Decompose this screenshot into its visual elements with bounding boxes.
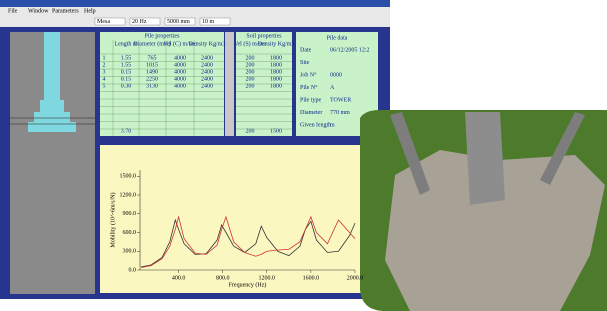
pile-section — [40, 100, 64, 112]
label: 3130 — [146, 83, 158, 89]
label: 4000 — [174, 55, 186, 61]
label: 200 — [246, 55, 255, 61]
label: 600.0 — [123, 230, 137, 236]
label: m — [330, 122, 335, 128]
label: 2400 — [201, 83, 213, 89]
label: 200 — [246, 83, 255, 89]
label: 0.15 — [121, 69, 132, 75]
label: 1800 — [270, 55, 282, 61]
label: 1500 — [270, 128, 282, 134]
label: 770 mm — [330, 110, 350, 116]
label: 400.0 — [172, 275, 186, 281]
label: Pile N° — [300, 84, 318, 91]
label: Pile data — [327, 35, 348, 41]
label: Given length — [300, 122, 331, 128]
label: File — [8, 8, 18, 14]
title-bar — [0, 0, 390, 7]
label: Diameter — [300, 110, 322, 116]
label: Frequency (Hz) — [229, 281, 267, 288]
photo-steel — [465, 112, 505, 205]
label: Mesa — [97, 19, 110, 25]
label: 1015 — [146, 62, 158, 68]
label: Density Kg/m3 — [258, 41, 295, 47]
label: Pile type — [300, 97, 322, 103]
pile-section — [34, 112, 70, 122]
label: 200 — [246, 128, 255, 134]
label: 300.0 — [123, 249, 137, 255]
pile-base — [28, 122, 76, 132]
label: 0.0 — [129, 267, 137, 273]
label: 4000 — [174, 76, 186, 82]
label: TOWER — [330, 97, 351, 103]
label: Site — [300, 60, 310, 66]
label: 1490 — [146, 69, 158, 75]
label: 1.55 — [121, 62, 132, 68]
label: 4 — [103, 76, 106, 82]
label: 200 — [246, 62, 255, 68]
label: 5 — [103, 83, 106, 89]
label: 2000.0 — [347, 275, 364, 281]
label: Date — [300, 47, 312, 53]
label: 0.15 — [121, 76, 132, 82]
label: 2250 — [146, 76, 158, 82]
label: 900.0 — [123, 211, 137, 217]
label: 0000 — [330, 72, 342, 78]
label: 06/12/2005 12:2 — [330, 47, 370, 53]
pile-shaft — [44, 32, 60, 100]
label: 1600.0 — [303, 275, 320, 281]
screenshot: File WindowParameters HelpMesa 20 Hz 5000 mm… — [0, 0, 607, 311]
label: 3.70 — [121, 128, 132, 134]
label: 4000 — [174, 69, 186, 75]
label: 5000 mm — [167, 19, 190, 25]
label: 1800 — [270, 76, 282, 82]
label: 2400 — [201, 62, 213, 68]
label: 2400 — [201, 69, 213, 75]
label: 1800 — [270, 69, 282, 75]
label: 3 — [103, 69, 106, 75]
label: 4000 — [174, 83, 186, 89]
label: 0.30 — [121, 83, 132, 89]
label: 1500.0 — [120, 174, 137, 180]
label: Job N° — [300, 71, 317, 78]
label: 1800 — [270, 83, 282, 89]
scrollbar — [225, 32, 234, 136]
label: 1.55 — [121, 55, 132, 61]
label: 200 — [246, 69, 255, 75]
label: A — [330, 85, 335, 91]
label: 1200.0 — [120, 192, 137, 198]
label: Soil properties — [246, 33, 282, 39]
label: 800.0 — [216, 275, 230, 281]
label: 20 Hz — [132, 19, 147, 25]
label: 765 — [148, 55, 157, 61]
label: Help — [84, 8, 96, 14]
label: Pile properties — [145, 33, 180, 39]
label: 2400 — [201, 55, 213, 61]
label: Window — [28, 8, 49, 14]
label: Mobility (10^-6m/s/N) — [109, 193, 116, 248]
label: Parameters — [52, 8, 79, 14]
chart-bg — [100, 145, 362, 293]
label: 2 — [103, 62, 106, 68]
label: 2400 — [201, 76, 213, 82]
label: 1 — [103, 55, 106, 61]
label: 200 — [246, 76, 255, 82]
label: 4000 — [174, 62, 186, 68]
label: 10 m — [202, 19, 215, 25]
label: 1800 — [270, 62, 282, 68]
label: 1200.0 — [259, 275, 276, 281]
scene: File WindowParameters HelpMesa 20 Hz 5000 mm… — [0, 0, 607, 311]
